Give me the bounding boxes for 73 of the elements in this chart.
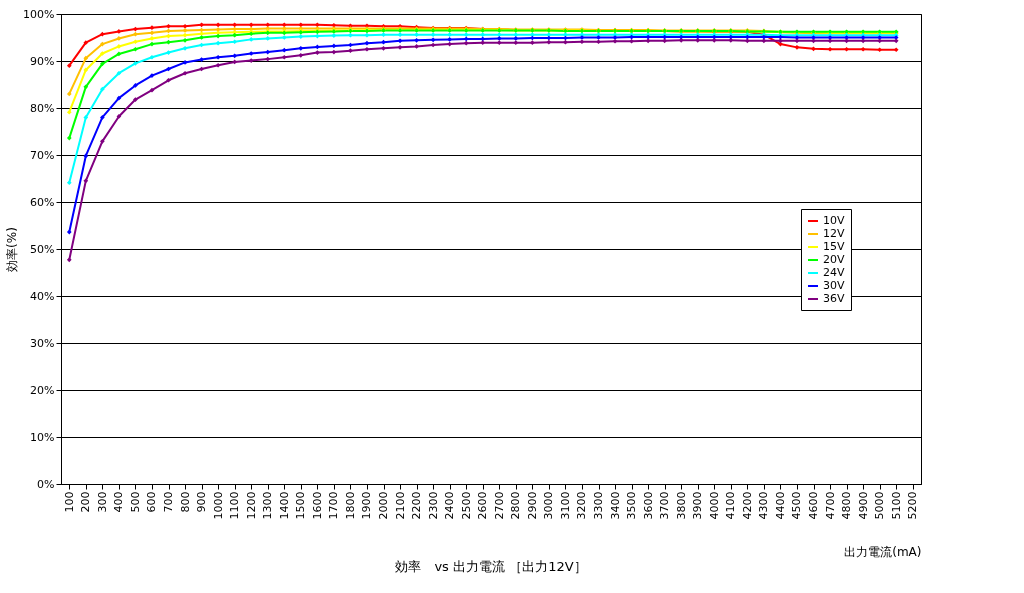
x-tick-label: 4100 [724,491,738,520]
x-tick-label: 900 [195,491,209,513]
y-tick-label: 10% [30,430,55,444]
x-tick-label: 1000 [211,491,225,520]
x-tick-label: 1600 [310,491,324,520]
x-tick-label: 3700 [658,491,672,520]
y-tick-label: 40% [30,289,55,303]
y-tick-label: 50% [30,242,55,256]
x-tick-label: 4600 [807,491,820,520]
x-tick-label: 100 [62,491,76,513]
x-tick-label: 2200 [410,491,424,520]
x-tick-label: 3600 [641,491,655,520]
x-tick-label: 4400 [773,491,787,520]
x-tick-label: 3500 [625,491,639,520]
y-tick-label: 0% [37,477,55,491]
x-tick-label: 700 [162,491,175,513]
y-tick-label: 20% [30,383,55,397]
x-tick-label: 3200 [575,491,589,520]
x-tick-label: 4900 [856,491,870,520]
x-tick-label: 1400 [277,491,291,520]
y-tick-label: 60% [30,195,55,209]
x-tick-label: 4700 [823,491,837,520]
x-tick-label: 5200 [906,491,920,520]
x-tick-label: 2400 [443,491,457,520]
x-tick-label: 3400 [608,491,622,520]
x-tick-label: 200 [79,491,93,513]
y-tick-label: 70% [30,148,55,162]
y-axis-title: 効率(%) [5,227,20,272]
y-tick-label: 90% [30,54,55,68]
legend-label: 24V [823,266,845,279]
x-tick-label: 2100 [393,491,407,520]
text: 効率 vs 出力電流 ［出力12V］ [395,559,587,574]
x-tick-label: 3100 [558,491,572,520]
x-tick-label: 1300 [261,491,275,520]
x-tick-label: 5100 [889,491,903,520]
legend-label: 30V [823,279,845,292]
legend-label: 20V [823,253,845,266]
x-tick-label: 4500 [790,491,804,520]
x-tick-label: 3000 [542,491,556,520]
y-tick-label: 80% [30,101,55,115]
x-tick-label: 600 [145,491,159,513]
x-tick-label: 4300 [757,491,771,520]
y-tick-label: 100% [23,7,55,21]
x-tick-label: 1200 [244,491,258,520]
x-tick-label: 3900 [691,491,705,520]
x-axis-title: 出力電流(mA) [844,544,922,559]
x-tick-label: 5000 [873,491,887,520]
x-tick-label: 400 [112,491,126,513]
x-tick-label: 2500 [459,491,473,520]
legend-label: 36V [823,292,845,305]
x-tick-label: 1900 [360,491,374,520]
x-tick-label: 1500 [294,491,308,520]
x-tick-label: 2700 [492,491,506,520]
x-tick-label: 3800 [674,491,688,520]
x-tick-label: 4800 [840,491,854,520]
x-tick-label: 1100 [228,491,242,520]
x-tick-label: 300 [95,491,109,513]
x-tick-label: 1700 [327,491,341,520]
y-tick-label: 30% [30,336,55,350]
x-tick-label: 2800 [509,491,523,520]
x-tick-label: 2900 [525,491,539,520]
legend-label: 12V [823,227,845,240]
legend-label: 10V [823,214,845,227]
x-tick-label: 3300 [592,491,605,520]
x-tick-label: 2600 [476,491,490,520]
x-tick-label: 4000 [707,491,721,520]
x-tick-label: 500 [128,491,142,513]
legend-label: 15V [823,240,845,253]
x-tick-label: 1800 [343,491,357,520]
x-tick-label: 2000 [377,491,390,520]
x-tick-label: 800 [178,491,192,513]
x-tick-label: 2300 [426,491,440,520]
x-tick-label: 4200 [740,491,754,520]
